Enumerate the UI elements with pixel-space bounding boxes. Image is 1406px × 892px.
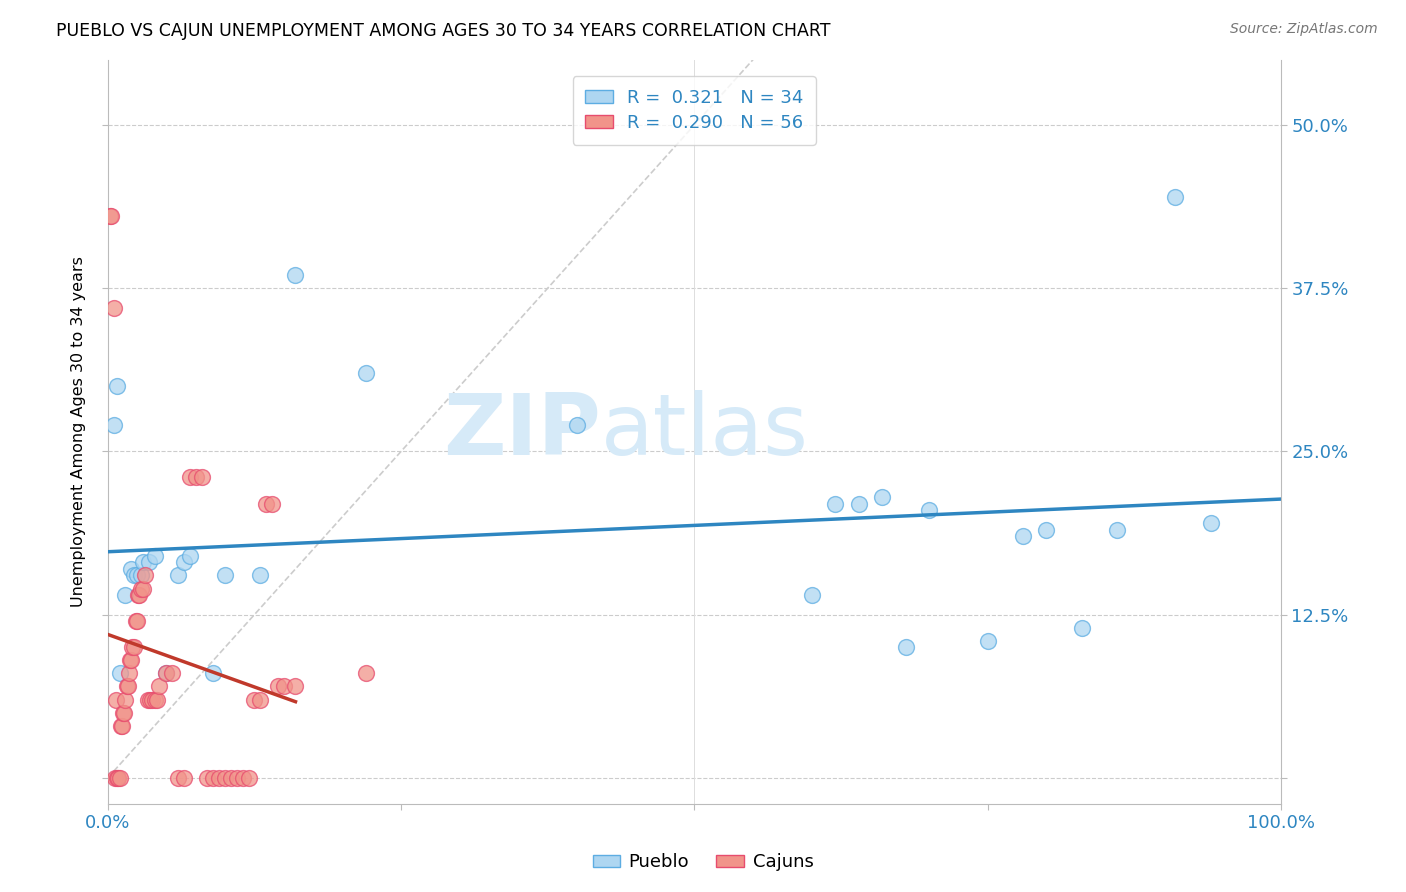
Point <box>104 771 127 785</box>
Point <box>110 718 132 732</box>
Point <box>146 692 169 706</box>
Point <box>132 555 155 569</box>
Point <box>120 562 142 576</box>
Point <box>173 771 195 785</box>
Point <box>129 568 152 582</box>
Point <box>112 706 135 720</box>
Point <box>249 692 271 706</box>
Point <box>1035 523 1057 537</box>
Point <box>208 771 231 785</box>
Point <box>167 771 190 785</box>
Point <box>162 666 184 681</box>
Point <box>143 549 166 563</box>
Point <box>167 568 190 582</box>
Point <box>225 771 247 785</box>
Point <box>139 692 162 706</box>
Point <box>800 588 823 602</box>
Point <box>1164 190 1187 204</box>
Point <box>108 771 131 785</box>
Point <box>120 653 142 667</box>
Text: PUEBLO VS CAJUN UNEMPLOYMENT AMONG AGES 30 TO 34 YEARS CORRELATION CHART: PUEBLO VS CAJUN UNEMPLOYMENT AMONG AGES … <box>56 22 831 40</box>
Point <box>848 497 870 511</box>
Point <box>173 555 195 569</box>
Point <box>104 692 127 706</box>
Legend: R =  0.321   N = 34, R =  0.290   N = 56: R = 0.321 N = 34, R = 0.290 N = 56 <box>572 76 815 145</box>
Point <box>117 680 139 694</box>
Text: atlas: atlas <box>600 391 808 474</box>
Point <box>100 210 122 224</box>
Point <box>127 588 149 602</box>
Point <box>354 666 377 681</box>
Point <box>232 771 254 785</box>
Point <box>267 680 290 694</box>
Point <box>132 582 155 596</box>
Point <box>197 771 219 785</box>
Point <box>105 379 128 393</box>
Point <box>118 666 141 681</box>
Point <box>976 633 998 648</box>
Legend: Pueblo, Cajuns: Pueblo, Cajuns <box>585 847 821 879</box>
Point <box>824 497 846 511</box>
Point <box>214 771 236 785</box>
Y-axis label: Unemployment Among Ages 30 to 34 years: Unemployment Among Ages 30 to 34 years <box>72 256 86 607</box>
Point <box>108 666 131 681</box>
Point <box>202 666 225 681</box>
Point <box>1105 523 1128 537</box>
Point <box>243 692 266 706</box>
Point <box>114 588 136 602</box>
Point <box>284 680 307 694</box>
Point <box>127 614 149 628</box>
Point <box>111 706 134 720</box>
Point <box>273 680 295 694</box>
Point <box>1199 516 1222 531</box>
Point <box>120 653 142 667</box>
Point <box>190 470 212 484</box>
Text: ZIP: ZIP <box>443 391 600 474</box>
Point <box>870 490 893 504</box>
Point <box>249 568 271 582</box>
Point <box>114 692 136 706</box>
Point <box>125 614 148 628</box>
Point <box>128 588 150 602</box>
Point <box>238 771 260 785</box>
Point <box>105 771 128 785</box>
Point <box>136 692 159 706</box>
Point <box>894 640 917 655</box>
Point <box>918 503 941 517</box>
Point <box>354 366 377 380</box>
Point <box>1070 621 1092 635</box>
Point <box>127 568 149 582</box>
Point <box>111 718 134 732</box>
Point <box>214 568 236 582</box>
Point <box>103 418 125 433</box>
Point <box>98 210 121 224</box>
Text: Source: ZipAtlas.com: Source: ZipAtlas.com <box>1230 22 1378 37</box>
Point <box>141 692 163 706</box>
Point <box>122 568 145 582</box>
Point <box>565 418 588 433</box>
Point <box>260 497 283 511</box>
Point <box>122 640 145 655</box>
Point <box>219 771 242 785</box>
Point <box>202 771 225 785</box>
Point <box>155 666 177 681</box>
Point <box>179 549 201 563</box>
Point <box>155 666 177 681</box>
Point <box>134 568 156 582</box>
Point <box>121 640 143 655</box>
Point <box>148 680 170 694</box>
Point <box>129 582 152 596</box>
Point <box>107 771 129 785</box>
Point <box>115 680 138 694</box>
Point <box>184 470 207 484</box>
Point <box>1012 529 1035 543</box>
Point <box>284 268 307 282</box>
Point <box>254 497 277 511</box>
Point <box>103 301 125 315</box>
Point <box>138 555 160 569</box>
Point <box>143 692 166 706</box>
Point <box>179 470 201 484</box>
